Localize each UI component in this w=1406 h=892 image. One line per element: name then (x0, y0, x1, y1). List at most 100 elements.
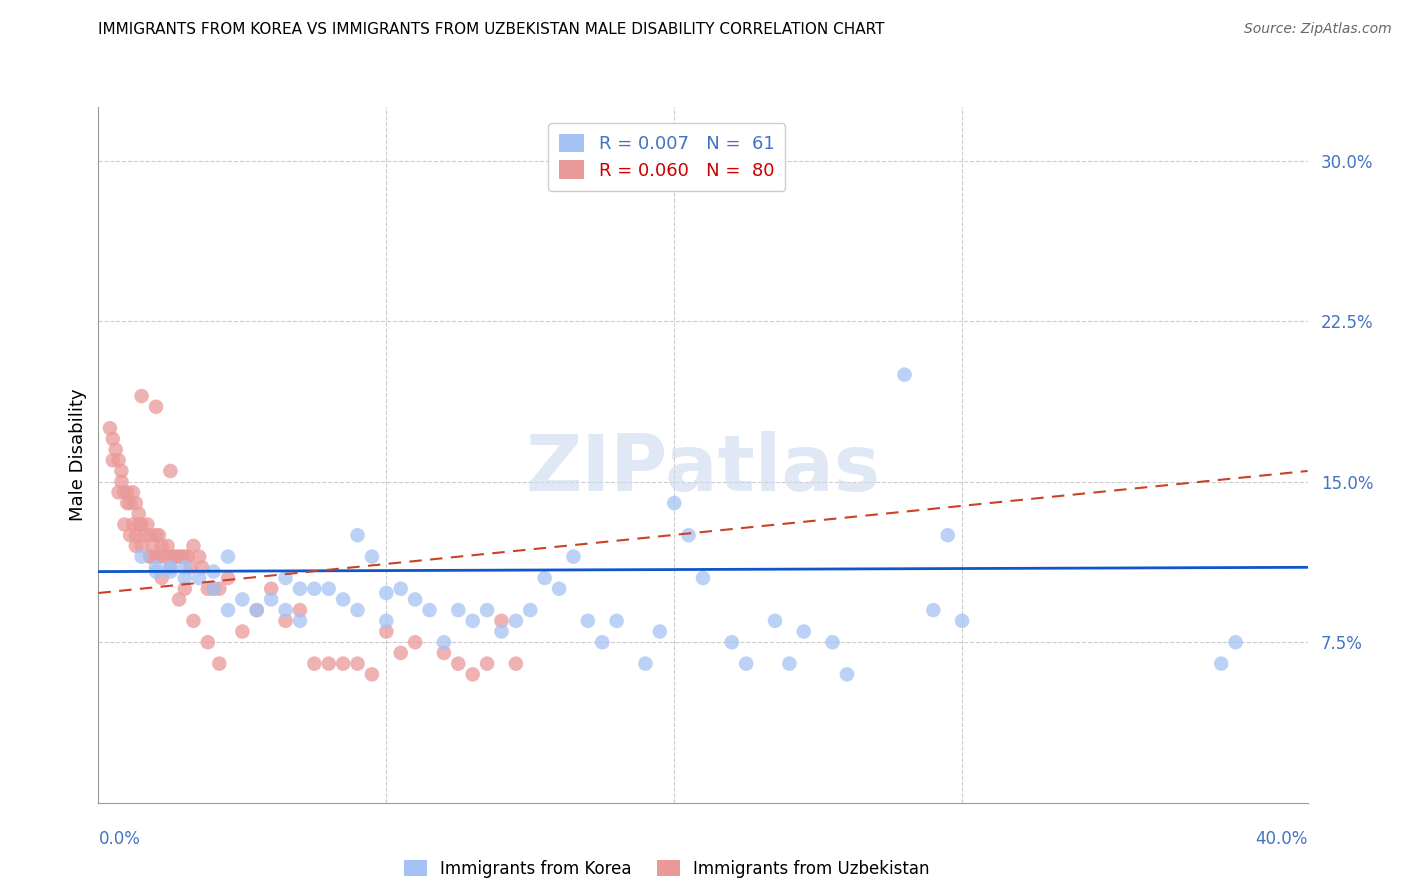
Text: 40.0%: 40.0% (1256, 830, 1308, 847)
Point (505, 657, 527, 671)
Point (332, 592, 354, 607)
Point (447, 657, 470, 671)
Point (318, 582, 340, 596)
Point (231, 592, 253, 607)
Point (720, 635, 742, 649)
Point (101, 453, 124, 467)
Point (304, 582, 326, 596)
Point (159, 560, 181, 574)
Point (475, 603, 498, 617)
Point (191, 560, 214, 574)
Point (145, 400, 167, 414)
Point (274, 603, 297, 617)
Point (576, 614, 599, 628)
Point (375, 586, 398, 600)
Point (208, 582, 231, 596)
Point (288, 603, 311, 617)
Point (678, 528, 700, 542)
Point (763, 614, 786, 628)
Point (821, 635, 844, 649)
Point (217, 603, 239, 617)
Point (170, 549, 193, 564)
Point (107, 485, 129, 500)
Point (173, 549, 195, 564)
Point (231, 624, 253, 639)
Point (375, 614, 398, 628)
Point (145, 565, 167, 579)
Point (188, 549, 211, 564)
Point (145, 549, 167, 564)
Point (606, 614, 628, 628)
Point (165, 549, 187, 564)
Point (110, 475, 132, 489)
Point (648, 624, 671, 639)
Point (159, 464, 181, 478)
Point (202, 582, 225, 596)
Point (491, 614, 513, 628)
Point (176, 549, 198, 564)
Point (101, 432, 124, 446)
Point (197, 582, 219, 596)
Point (950, 614, 973, 628)
Point (153, 549, 176, 564)
Point (167, 592, 190, 607)
Point (173, 560, 195, 574)
Point (793, 624, 815, 639)
Text: Source: ZipAtlas.com: Source: ZipAtlas.com (1244, 22, 1392, 37)
Point (159, 549, 181, 564)
Point (148, 549, 170, 564)
Point (159, 565, 181, 579)
Point (835, 667, 858, 681)
Point (122, 517, 145, 532)
Point (936, 528, 959, 542)
Point (246, 603, 269, 617)
Point (148, 528, 170, 542)
Point (893, 368, 915, 382)
Point (125, 539, 148, 553)
Point (634, 657, 657, 671)
Point (1225, 635, 1247, 649)
Point (217, 549, 239, 564)
Point (115, 496, 138, 510)
Point (139, 528, 162, 542)
Point (260, 582, 283, 596)
Point (167, 549, 190, 564)
Point (389, 646, 412, 660)
Point (217, 571, 239, 585)
Point (197, 635, 219, 649)
Point (145, 560, 167, 574)
Point (162, 549, 184, 564)
Point (115, 485, 138, 500)
Point (159, 560, 181, 574)
Point (122, 485, 145, 500)
Point (274, 614, 297, 628)
Point (591, 635, 613, 649)
Point (173, 582, 195, 596)
Point (131, 539, 153, 553)
Point (173, 571, 195, 585)
Point (208, 657, 231, 671)
Point (447, 603, 470, 617)
Point (461, 614, 484, 628)
Point (112, 485, 135, 500)
Point (156, 539, 179, 553)
Point (139, 549, 162, 564)
Point (274, 571, 297, 585)
Y-axis label: Male Disability: Male Disability (69, 389, 87, 521)
Point (145, 528, 167, 542)
Point (562, 549, 585, 564)
Point (505, 614, 527, 628)
Point (125, 496, 148, 510)
Text: 0.0%: 0.0% (98, 830, 141, 847)
Point (418, 603, 440, 617)
Point (183, 539, 205, 553)
Point (112, 517, 135, 532)
Point (346, 657, 368, 671)
Point (318, 657, 340, 671)
Point (346, 603, 368, 617)
Point (120, 528, 142, 542)
Point (735, 657, 758, 671)
Point (128, 507, 150, 521)
Text: ZIPatlas: ZIPatlas (526, 431, 880, 507)
Point (404, 592, 426, 607)
